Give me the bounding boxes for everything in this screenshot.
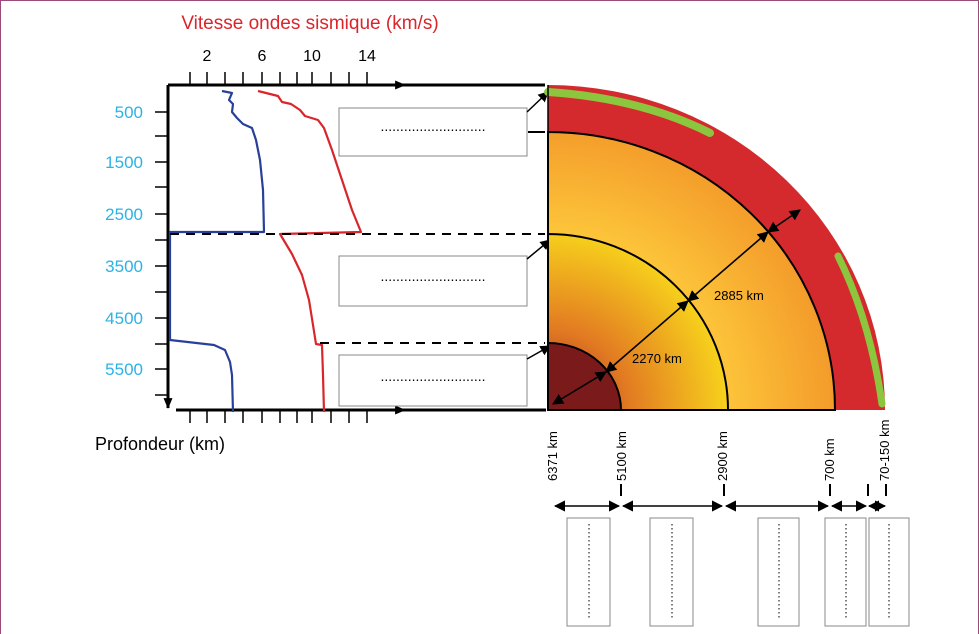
measure-label-2270: 2270 km xyxy=(632,351,682,366)
s-wave-curve xyxy=(168,89,266,413)
answer-box-dots: ........................... xyxy=(380,268,485,284)
measure-label-2885: 2885 km xyxy=(714,288,764,303)
depth-tick-label: 3500 xyxy=(105,257,143,276)
arrow-icon xyxy=(526,91,549,113)
double-arrow-icon xyxy=(605,300,689,373)
radius-label: 70-150 km xyxy=(877,420,892,481)
radius-label: 6371 km xyxy=(545,431,560,481)
p-wave-curve xyxy=(257,89,363,413)
depth-tick-label: 4500 xyxy=(105,309,143,328)
radius-ticks xyxy=(620,484,887,496)
depth-tick-label: 2500 xyxy=(105,205,143,224)
double-arrow-icon xyxy=(687,231,769,302)
answer-box[interactable]: ........................... xyxy=(338,107,528,157)
vertical-answer-box[interactable] xyxy=(566,517,611,627)
radius-label: 2900 km xyxy=(715,431,730,481)
radius-label: 5100 km xyxy=(614,431,629,481)
double-arrow-icon xyxy=(552,371,607,405)
vertical-answer-box[interactable] xyxy=(649,517,694,627)
bottom-axis-ticks xyxy=(189,410,368,423)
answer-box[interactable]: ........................... xyxy=(338,354,528,407)
vertical-answer-box[interactable] xyxy=(757,517,800,627)
answer-box-dots: ........................... xyxy=(380,118,485,134)
crust-continental-band xyxy=(544,88,714,137)
vertical-answer-box[interactable] xyxy=(824,517,867,627)
velocity-axis-title: Vitesse ondes sismique (km/s) xyxy=(181,13,438,34)
radius-label: 700 km xyxy=(822,438,837,481)
depth-tick-label: 1500 xyxy=(105,153,143,172)
double-arrow-icon xyxy=(767,209,801,233)
depth-tick-label: 500 xyxy=(115,103,143,122)
depth-tick-label: 5500 xyxy=(105,360,143,379)
answer-box-dots: ........................... xyxy=(380,368,485,384)
vertical-answer-box[interactable] xyxy=(868,517,910,627)
answer-box[interactable]: ........................... xyxy=(338,255,528,307)
top-tick-label: 2 xyxy=(203,48,212,65)
arrow-icon xyxy=(526,239,551,260)
top-axis-ticks xyxy=(189,72,368,85)
earth-quarter-section xyxy=(544,85,886,411)
top-tick-labels: 2 6 10 14 xyxy=(203,48,376,65)
depth-axis-label: Profondeur (km) xyxy=(95,434,225,454)
top-tick-label: 10 xyxy=(303,48,321,65)
crust-oceanic-band xyxy=(834,252,886,408)
arrow-icon xyxy=(526,345,551,360)
left-axis-ticks xyxy=(155,111,168,396)
top-tick-label: 14 xyxy=(358,48,376,65)
left-tick-labels: 500 1500 2500 3500 4500 5500 xyxy=(105,103,143,379)
top-tick-label: 6 xyxy=(258,48,267,65)
